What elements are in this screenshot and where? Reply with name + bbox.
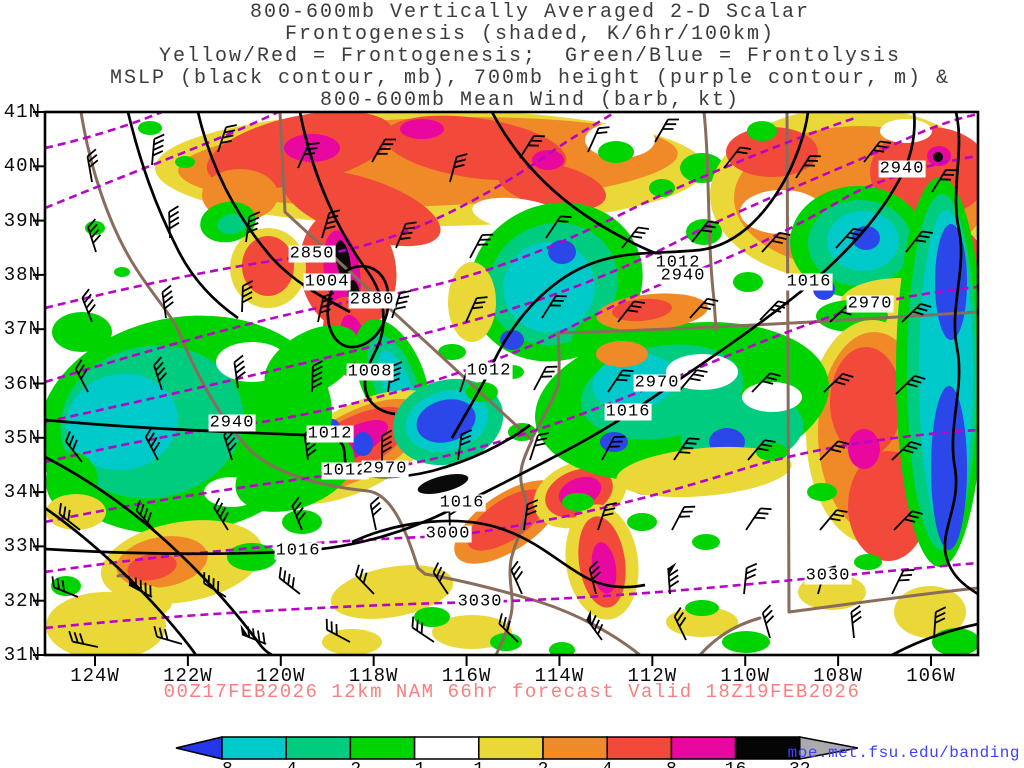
colorbar-tick-label: -4	[275, 760, 297, 768]
height-contour-label: 3030	[456, 592, 504, 612]
lat-tick-label: 37N	[3, 318, 41, 341]
mslp-contour-label: 1016	[604, 402, 652, 422]
colorbar-tick-label: -2	[340, 760, 362, 768]
credit-link[interactable]: moe.met.fsu.edu/banding	[787, 744, 1020, 762]
mslp-contour-label: 1016	[438, 493, 486, 513]
mslp-contour-label: 1004	[303, 272, 351, 292]
lon-tick-label: 122W	[163, 665, 213, 687]
mslp-contour-label: 1012	[321, 461, 369, 481]
lat-tick-label: 33N	[3, 535, 41, 558]
lon-tick-label: 118W	[348, 665, 399, 687]
height-contour-label: 2970	[361, 459, 409, 479]
colorbar-tick-label: 8	[666, 760, 677, 768]
lon-tick-label: 124W	[70, 665, 120, 687]
title-line-3: Yellow/Red = Frontogenesis; Green/Blue =…	[158, 45, 902, 68]
figure-title-block: 800-600mb Vertically Averaged 2-D Scalar…	[0, 2, 1024, 112]
colorbar-tick-label: 32	[789, 760, 811, 768]
geography-layer	[79, 112, 978, 655]
lat-tick-label: 32N	[3, 589, 41, 612]
colorbar-tick-label: 1	[473, 760, 484, 768]
height-contour-label: 2880	[348, 290, 396, 310]
title-line-2: Frontogenesis (shaded, K/6hr/100km)	[284, 23, 776, 46]
colorbar-tick-label: -1	[404, 760, 426, 768]
mslp-contour-label: 1012	[465, 361, 513, 381]
height-contour-label: 2970	[633, 373, 681, 393]
colorbar-tick-label: 16	[725, 760, 747, 768]
wind-barb-layer	[51, 118, 957, 648]
colorbar-tick-label: 2	[538, 760, 549, 768]
mslp-contour-label: 1016	[785, 272, 833, 292]
mslp-contour-label: 1008	[346, 362, 394, 382]
height-contour-label: 2940	[659, 266, 707, 286]
lon-tick-label: 112W	[627, 665, 678, 687]
lat-tick-label: 36N	[3, 372, 41, 395]
title-line-1: 800-600mb Vertically Averaged 2-D Scalar	[249, 1, 811, 24]
lon-tick-label: 110W	[720, 665, 771, 687]
lon-tick-label: 114W	[534, 665, 585, 687]
height-contour-label: 2940	[878, 159, 926, 179]
lat-tick-label: 39N	[3, 209, 41, 232]
lat-tick-label: 35N	[3, 426, 41, 449]
lat-tick-label: 31N	[3, 644, 41, 666]
mslp-contour-label: 1012	[306, 424, 354, 444]
colorbar-tick-label: -8	[211, 760, 233, 768]
title-line-5: 800-600mb Mean Wind (barb, kt)	[319, 89, 741, 112]
mslp-contour-label: 1012	[654, 253, 702, 273]
colorbar	[175, 736, 858, 760]
lat-tick-label: 38N	[3, 263, 41, 286]
height-contour-label: 2850	[288, 244, 336, 264]
height-contour-label: 2940	[208, 413, 256, 433]
height-contour-label: 3000	[424, 524, 472, 544]
lon-tick-label: 108W	[813, 665, 863, 687]
lat-tick-label: 34N	[3, 481, 41, 504]
height-contour-label: 3030	[804, 566, 852, 586]
forecast-valid-text: 00Z17FEB2026 12km NAM 66hr forecast Vali…	[163, 681, 861, 703]
mslp-contour-label: 1016	[274, 541, 322, 561]
lat-tick-label: 41N	[3, 101, 41, 123]
colorbar-tick-label: 4	[602, 760, 613, 768]
lon-tick-label: 116W	[441, 665, 492, 687]
lat-tick-label: 40N	[3, 155, 41, 178]
lon-tick-label: 106W	[906, 665, 956, 687]
height-contour-label: 2970	[846, 294, 894, 314]
map-frame	[33, 110, 980, 666]
title-line-4: MSLP (black contour, mb), 700mb height (…	[109, 67, 951, 90]
lon-tick-label: 120W	[255, 665, 306, 687]
